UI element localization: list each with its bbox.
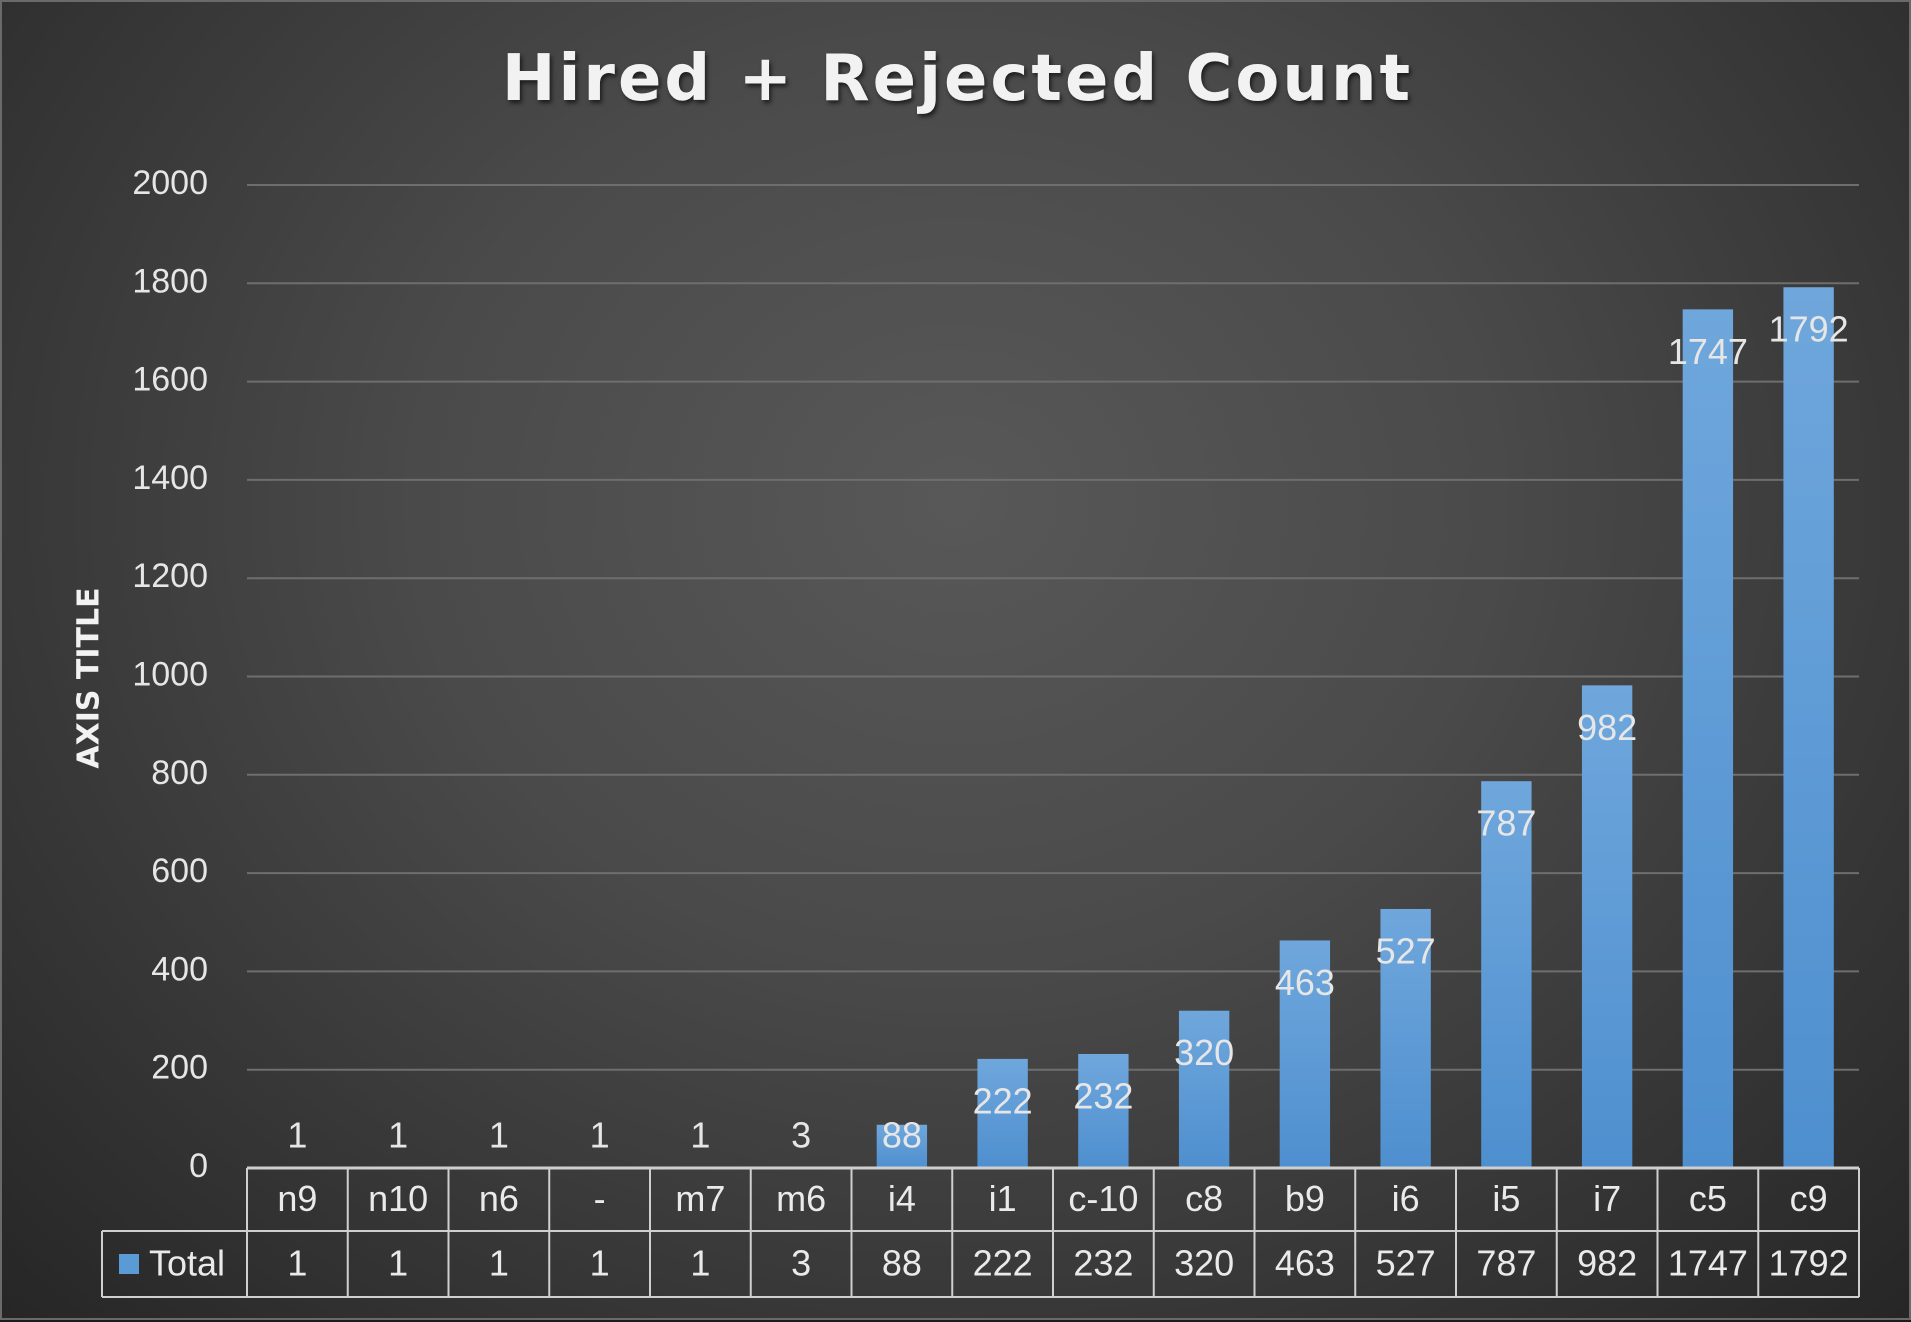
data-labels: 1 1 1 1 1 3 88 222 232 320 463 527 787 982 1747 1792 [287, 309, 1848, 1156]
table-value: 222 [973, 1243, 1033, 1284]
y-tick-label: 600 [151, 852, 208, 890]
bars [272, 287, 1834, 1169]
data-label: 88 [882, 1115, 922, 1156]
table-value: 1 [489, 1243, 509, 1284]
y-tick-label: 1000 [132, 655, 208, 693]
bar [1682, 309, 1734, 1168]
y-tick-label: 800 [151, 754, 208, 792]
table-value: 982 [1577, 1243, 1637, 1284]
bar [977, 1058, 1028, 1168]
table-value: 1 [287, 1243, 307, 1284]
y-axis-ticks: 0 200 400 600 800 1000 1200 1400 1600 1800 2000 [132, 164, 208, 1185]
y-tick-label: 1400 [132, 459, 208, 497]
table-value: 1747 [1668, 1243, 1748, 1284]
y-tick-label: 0 [189, 1147, 208, 1185]
bar [1178, 1010, 1230, 1168]
x-category-label: c5 [1689, 1178, 1727, 1219]
y-tick-label: 400 [151, 950, 208, 988]
y-tick-label: 200 [151, 1049, 208, 1087]
bar [1380, 908, 1431, 1168]
x-category-label: i7 [1593, 1178, 1621, 1219]
table-value: 1792 [1769, 1243, 1849, 1284]
table-value: 3 [791, 1243, 811, 1284]
data-label: 1747 [1668, 331, 1748, 372]
data-label: 1 [388, 1115, 408, 1156]
x-category-label: i4 [888, 1178, 916, 1219]
data-label: 463 [1275, 962, 1335, 1003]
bar [1078, 1053, 1129, 1168]
x-category-label: i1 [989, 1178, 1017, 1219]
table-value: 1 [388, 1243, 408, 1284]
x-category-label: n10 [368, 1178, 428, 1219]
legend-key [119, 1254, 139, 1274]
x-category-label: i6 [1392, 1178, 1420, 1219]
table-value: 320 [1174, 1243, 1234, 1284]
x-category-label: c8 [1185, 1178, 1223, 1219]
legend-series-name: Total [149, 1243, 225, 1284]
x-category-label: i5 [1492, 1178, 1520, 1219]
data-label: 1 [489, 1115, 509, 1156]
data-label: 1 [690, 1115, 710, 1156]
data-label: 1 [590, 1115, 610, 1156]
table-value: 787 [1476, 1243, 1536, 1284]
x-category-label: c-10 [1068, 1178, 1138, 1219]
bar [1481, 781, 1532, 1168]
x-category-label: c9 [1790, 1178, 1828, 1219]
data-table: n9 1 n10 1 n6 1 - 1 m7 1 m6 3 i4 88 i1 222 c-10 232 c8 320 b… [101, 1166, 1860, 1298]
data-label: 527 [1376, 930, 1436, 971]
data-label: 1792 [1769, 309, 1849, 350]
x-category-label: n6 [479, 1178, 519, 1219]
data-label: 222 [973, 1080, 1033, 1121]
table-value: 1 [690, 1243, 710, 1284]
x-category-label: b9 [1285, 1178, 1325, 1219]
y-tick-label: 1200 [132, 557, 208, 595]
table-value: 88 [882, 1243, 922, 1284]
y-tick-label: 1800 [132, 262, 208, 300]
y-tick-label: 2000 [132, 164, 208, 202]
table-value: 463 [1275, 1243, 1335, 1284]
chart-title: Hired + Rejected Count [501, 42, 1414, 116]
data-label: 982 [1577, 707, 1637, 748]
data-label: 787 [1476, 803, 1536, 844]
data-label: 232 [1073, 1075, 1133, 1116]
x-category-label: - [594, 1178, 606, 1219]
bar [1279, 940, 1331, 1168]
bar [876, 1124, 928, 1168]
data-label: 320 [1174, 1032, 1234, 1073]
data-label: 1 [287, 1115, 307, 1156]
data-label: 3 [791, 1115, 811, 1156]
bar [1783, 287, 1834, 1168]
bar [1581, 685, 1633, 1168]
x-category-label: n9 [277, 1178, 317, 1219]
y-tick-label: 1600 [132, 361, 208, 399]
x-category-label: m7 [675, 1178, 725, 1219]
table-value: 232 [1073, 1243, 1133, 1284]
gridlines [247, 184, 1859, 1071]
table-value: 527 [1376, 1243, 1436, 1284]
x-category-label: m6 [776, 1178, 826, 1219]
table-value: 1 [590, 1243, 610, 1284]
